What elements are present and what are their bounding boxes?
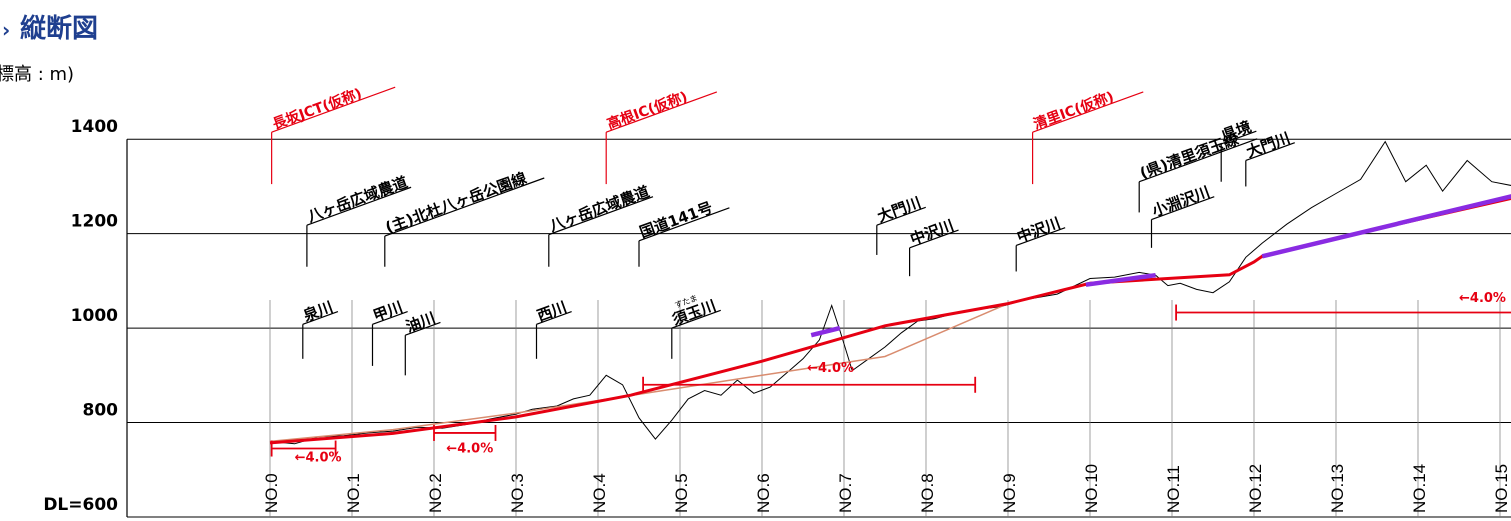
- grade-label: ←4.0%: [807, 361, 854, 376]
- annotation-underline: [1220, 130, 1257, 145]
- annotation-underline: [405, 321, 441, 336]
- annotation-underline: [306, 186, 412, 226]
- annotation-label: 高根IC(仮称): [605, 88, 690, 133]
- x-axis: NO.0 NO.1 NO.2 NO.3 NO.4 NO.5 NO.6 NO.7 NO.8 NO.9…: [262, 464, 1511, 513]
- annotation-underline: [909, 229, 959, 249]
- structure-segment: [810, 325, 841, 338]
- annotation-underline: [548, 196, 654, 236]
- annotation-label: 国道141号: [637, 199, 715, 242]
- annotation-underline: [302, 310, 339, 325]
- series-layer: [269, 140, 1511, 445]
- annotation-label: 長坂JCT(仮称): [270, 85, 364, 133]
- structure-segment: [1261, 194, 1511, 259]
- chevron-right-icon: ›: [2, 18, 10, 42]
- grid: [127, 138, 1511, 518]
- x-tick-label: NO.12: [1246, 464, 1265, 513]
- annotation-underline: [536, 310, 572, 325]
- annotation-label: 泉川: [300, 298, 335, 326]
- page-title: 縦断図: [20, 13, 98, 44]
- annotation-label: 油川: [404, 309, 438, 336]
- x-tick-label: NO.5: [672, 473, 691, 513]
- x-tick-label: NO.11: [1164, 465, 1183, 513]
- ground-line: [269, 140, 1511, 445]
- annotation-label: 西川: [535, 298, 569, 325]
- annotation-underline: [372, 310, 408, 325]
- annotation-label: 小淵沢川: [1150, 183, 1213, 220]
- x-tick-label: NO.7: [836, 473, 855, 513]
- x-tick-label: NO.15: [1492, 464, 1511, 513]
- annotation-underline: [671, 309, 721, 329]
- x-tick-label: NO.10: [1082, 464, 1101, 513]
- annotation-underline: [1151, 196, 1215, 221]
- header: › 縦断図 標高 : m): [0, 13, 98, 85]
- x-tick-label: NO.14: [1410, 464, 1429, 513]
- y-tick-label: DL=600: [43, 495, 118, 515]
- annotation-label: 八ヶ岳広域農道: [546, 183, 652, 236]
- annotation-label: 清里IC(仮称): [1031, 88, 1116, 133]
- grade-label: ←4.0%: [446, 441, 493, 456]
- x-tick-label: NO.3: [508, 473, 527, 513]
- annotation-underline: [638, 207, 730, 242]
- grade-label: ←4.0%: [1459, 291, 1506, 306]
- y-axis: 1400 1200 1000 800 DL=600: [43, 117, 128, 517]
- y-axis-unit-label: 標高 : m): [0, 64, 74, 85]
- annotation-underline: [1032, 91, 1144, 133]
- x-tick-label: NO.0: [262, 473, 281, 513]
- plan-line: [269, 196, 1511, 445]
- grade-annotations: ←4.0% ←4.0% ←4.0% ←4.0%: [270, 291, 1511, 465]
- y-tick-label: 1200: [71, 212, 118, 232]
- annotation-underline: [605, 91, 718, 133]
- annotation-label: 中沢川: [1014, 214, 1062, 246]
- x-tick-label: NO.6: [754, 473, 773, 513]
- y-tick-label: 1400: [71, 117, 118, 137]
- annotation-label: 中沢川: [908, 216, 956, 248]
- structure-segment: [1085, 272, 1156, 287]
- grade-label: ←4.0%: [295, 450, 342, 465]
- annotation-underline: [384, 177, 545, 237]
- x-tick-label: NO.2: [426, 473, 445, 513]
- annotation-underline: [271, 86, 396, 133]
- y-tick-label: 800: [83, 401, 119, 421]
- annotation-underline: [1015, 227, 1066, 247]
- x-tick-label: NO.13: [1328, 464, 1347, 513]
- y-tick-label: 1000: [71, 306, 118, 326]
- station-annotations: 長坂JCT(仮称) 高根IC(仮称) 清里IC(仮称) 県境大門川(県)清里須玉線小淵…: [270, 85, 1295, 376]
- x-tick-label: NO.9: [1000, 473, 1019, 513]
- x-tick-label: NO.4: [590, 473, 609, 513]
- x-tick-label: NO.1: [344, 473, 363, 513]
- annotation-label: 大門川: [875, 194, 923, 226]
- annotation-underline: [1245, 142, 1295, 162]
- annotation-label: 甲川: [371, 298, 405, 325]
- annotation-underline: [1138, 138, 1258, 183]
- x-tick-label: NO.8: [918, 473, 937, 513]
- annotation-label: (県)清里須玉線: [1137, 130, 1241, 182]
- annotation-underline: [876, 206, 926, 226]
